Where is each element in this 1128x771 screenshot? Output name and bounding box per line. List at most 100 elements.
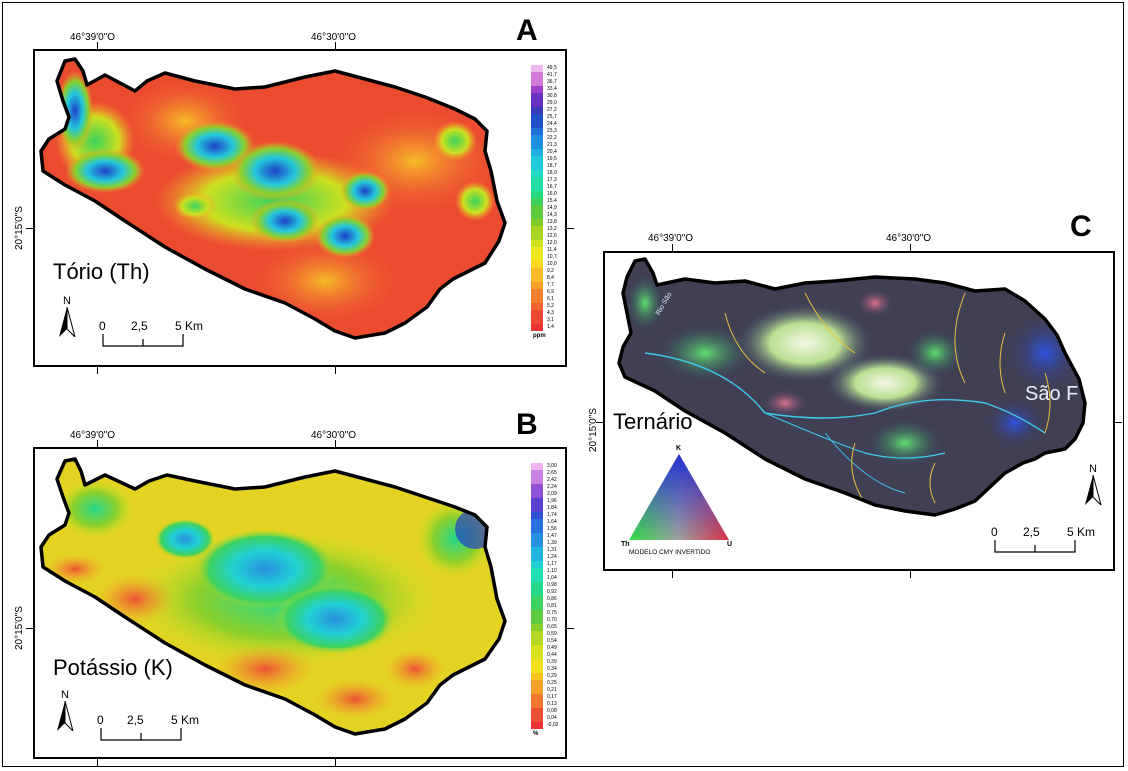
legend-value: 0,25: [547, 680, 557, 686]
thorium-map: [39, 57, 507, 340]
legend-value: 14,9: [547, 205, 557, 211]
north-label: N: [1089, 463, 1097, 475]
ternary-th-label: Th: [621, 541, 630, 548]
legend-swatch: [531, 652, 543, 659]
grid-tick: [910, 244, 911, 252]
legend-value: 18,7: [547, 163, 557, 169]
legend-value: 0,70: [547, 617, 557, 623]
grid-tick: [335, 366, 336, 374]
legend-swatch: [531, 561, 543, 568]
legend-value: 1,96: [547, 498, 557, 504]
scale-tick-label: 0: [97, 713, 104, 727]
legend-swatch: [531, 296, 543, 303]
legend-swatch: [531, 596, 543, 603]
legend-value: 0,08: [547, 708, 557, 714]
legend-value: 5,2: [547, 303, 554, 309]
legend-swatch: [531, 205, 543, 212]
map-title: Ternário: [613, 409, 693, 434]
legend-value: 23,3: [547, 128, 557, 134]
north-arrow-icon: [57, 700, 74, 733]
legend-unit: ppm: [533, 333, 546, 339]
legend-swatch: [531, 701, 543, 708]
legend-value: 6,1: [547, 296, 554, 302]
scale-tick-label: 5 Km: [171, 713, 200, 727]
legend-value: 1,84: [547, 505, 557, 511]
legend-value: 41,7: [547, 72, 557, 78]
grid-tick: [26, 628, 34, 629]
legend-swatch: [531, 722, 543, 729]
legend-value: 36,7: [547, 79, 557, 85]
map-title: Tório (Th): [53, 259, 150, 284]
legend-swatch: [531, 463, 543, 470]
lon-label-1: 46°39'0"O: [70, 32, 116, 43]
legend-swatch: [531, 324, 543, 331]
legend-swatch: [531, 491, 543, 498]
legend-value: 16,7: [547, 184, 557, 190]
map-title: Potássio (K): [53, 655, 173, 680]
legend-value: 0,17: [547, 694, 557, 700]
north-arrow: N: [55, 689, 75, 734]
legend-value: 21,3: [547, 142, 557, 148]
scale-tick-label: 2,5: [131, 319, 148, 333]
legend-value: 0,49: [547, 645, 557, 651]
legend-swatch: [531, 114, 543, 121]
potassium-map: [39, 457, 507, 736]
legend-value: 19,5: [547, 156, 557, 162]
panel-letter: B: [516, 408, 538, 441]
legend-swatch: [531, 72, 543, 79]
grid-tick: [97, 758, 98, 766]
legend-value: 0,65: [547, 624, 557, 630]
map-frame-b: Potássio (K) N 0 2,5 5 Km 3,00 2,65 2,42 2,…: [33, 447, 567, 759]
legend-swatch: [531, 673, 543, 680]
map-frame-a: Tório (Th) N 0 2,5 5 Km 49,5 41,7 36,7 33,4…: [33, 49, 567, 367]
legend-swatch: [531, 540, 543, 547]
legend-value: 0,21: [547, 687, 557, 693]
grid-tick: [26, 228, 34, 229]
legend-swatch: [531, 498, 543, 505]
scale-bar-line: [994, 540, 1076, 553]
legend-value: 14,3: [547, 212, 557, 218]
legend-value: 1,17: [547, 561, 557, 567]
legend-swatch: [531, 163, 543, 170]
scale-tick-label: 2,5: [127, 713, 144, 727]
legend-value: 1,47: [547, 533, 557, 539]
legend-value: 10,7: [547, 254, 557, 260]
legend-swatch: [531, 582, 543, 589]
legend-value: 0,86: [547, 596, 557, 602]
lon-label-2: 46°30'0"O: [311, 32, 357, 43]
legend-swatch: [531, 708, 543, 715]
legend-value: 1,56: [547, 526, 557, 532]
legend-swatch: [531, 317, 543, 324]
legend-value: 0,75: [547, 610, 557, 616]
legend-value: 0,13: [547, 701, 557, 707]
grid-tick: [566, 628, 574, 629]
legend-swatch: [531, 470, 543, 477]
map-frame-c: Ternário São F Rio São K: [603, 251, 1115, 571]
legend-swatch: [531, 310, 543, 317]
legend-swatch: [531, 624, 543, 631]
legend-swatch: [531, 184, 543, 191]
grid-tick: [566, 228, 574, 229]
legend-value: 0,44: [547, 652, 557, 658]
legend-swatch: [531, 512, 543, 519]
legend-value: 1,24: [547, 554, 557, 560]
legend-swatch: [531, 107, 543, 114]
legend-swatch: [531, 715, 543, 722]
legend-value: 12,0: [547, 240, 557, 246]
legend-unit: %: [533, 731, 539, 737]
legend-swatch: [531, 212, 543, 219]
lat-label: 20°15'0"S: [14, 606, 25, 650]
legend-swatch: [531, 254, 543, 261]
legend-swatch: [531, 261, 543, 268]
legend-value: 10,0: [547, 261, 557, 267]
legend-swatch: [531, 568, 543, 575]
legend-value: 1,04: [547, 575, 557, 581]
legend-b: 3,00 2,65 2,42 2,24 2,09 1,96 1,84 1,74 1,64 1,56…: [531, 463, 561, 753]
scale-bar-line: [102, 334, 184, 347]
legend-swatch: [531, 631, 543, 638]
lat-label: 20°15'0"S: [14, 206, 25, 250]
legend-value: 13,8: [547, 219, 557, 225]
legend-swatch: [531, 275, 543, 282]
ternary-caption: MODELO CMY INVERTIDO: [629, 549, 711, 556]
legend-swatch: [531, 100, 543, 107]
